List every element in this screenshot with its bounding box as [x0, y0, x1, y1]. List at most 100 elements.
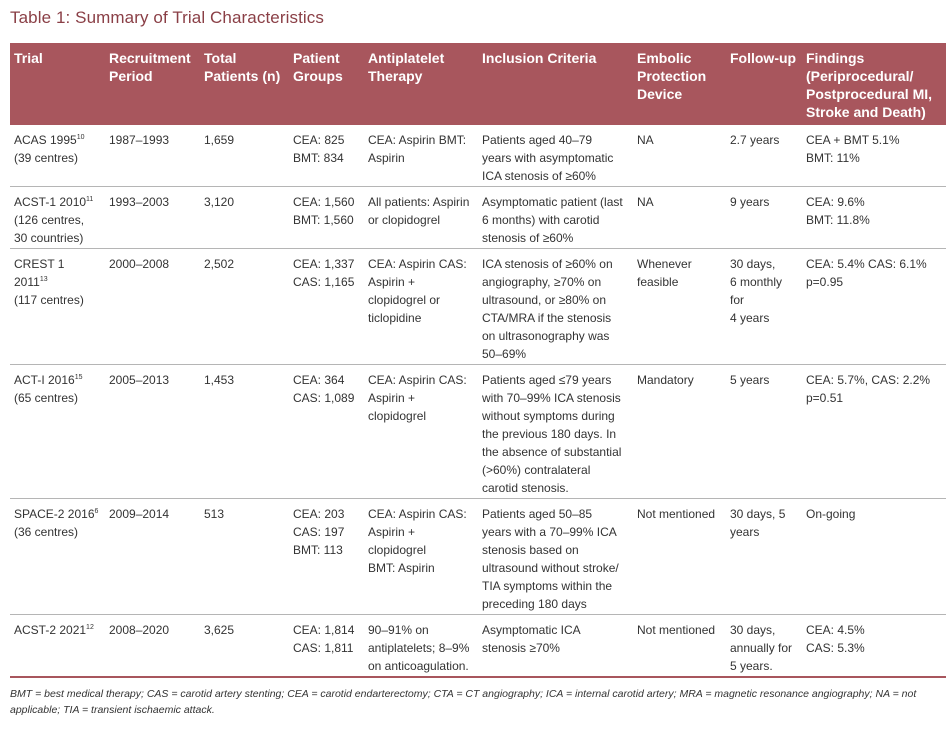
cell-line: CEA: 203	[293, 507, 345, 521]
table-footnote: BMT = best medical therapy; CAS = caroti…	[10, 688, 917, 716]
header-line: Findings	[806, 50, 865, 66]
cell-line: 5 years.	[730, 659, 773, 673]
cell-patient-groups: CEA: 1,337 CAS: 1,165	[289, 248, 364, 365]
cell-patient-groups: CEA: 203 CAS: 197 BMT: 113	[289, 498, 364, 615]
header-line: Patient	[293, 50, 340, 66]
trial-name: ACST-1 2010	[14, 195, 87, 209]
cell-line: 4 years	[730, 311, 770, 325]
cell-embolic-protection-device: NA	[633, 125, 726, 187]
cell-line: CEA: 825	[293, 133, 345, 147]
cell-line: CEA: 1,560	[293, 195, 355, 209]
cell-line: ultrasound, or ≥80% on	[482, 293, 606, 307]
cell-line: All patients: Aspirin	[368, 195, 470, 209]
trial-name-line: SPACE-2 20166	[14, 505, 101, 523]
header-line: Recruitment	[109, 50, 191, 66]
cell-trial: ACST-1 201011 (126 centres, 30 countries)	[10, 186, 105, 249]
cell-follow-up: 5 years	[726, 364, 802, 499]
trial-name: ACST-2 2021	[14, 623, 87, 637]
cell-line: CEA: Aspirin BMT:	[368, 133, 467, 147]
trial-centres: (65 centres)	[14, 391, 79, 405]
cell-line: 9 years	[730, 195, 770, 209]
cell-line: CAS: 1,165	[293, 275, 355, 289]
cell-line: antiplatelets; 8–9%	[368, 641, 470, 655]
cell-line: BMT: 834	[293, 151, 344, 165]
table-header-row: Trial Recruitment Period Total Patients (n) P…	[10, 43, 946, 125]
table-body: ACAS 199510 (39 centres) 1987–1993 1,659 CEA…	[10, 125, 946, 678]
trial-name-line: ACST-2 202112	[14, 621, 101, 639]
cell-embolic-protection-device: Not mentioned	[633, 614, 726, 678]
trial-name-line: ACST-1 201011	[14, 193, 101, 211]
cell-line: CEA: 5.4% CAS: 6.1%	[806, 257, 927, 271]
header-antiplatelet-therapy: Antiplatelet Therapy	[364, 43, 478, 125]
cell-line: or clopidogrel	[368, 213, 441, 227]
cell-findings: CEA: 5.7%, CAS: 2.2% p=0.51	[802, 364, 946, 499]
cell-line: 90–91% on	[368, 623, 429, 637]
cell-recruitment-period: 2000–2008	[105, 248, 200, 365]
header-line: Groups	[293, 68, 343, 84]
cell-trial: ACAS 199510 (39 centres)	[10, 125, 105, 187]
header-line: Embolic	[637, 50, 692, 66]
cell-inclusion-criteria: Asymptomatic patient (last 6 months) with…	[478, 186, 633, 249]
cell-line: on anticoagulation.	[368, 659, 469, 673]
cell-line: Patients aged 50–85	[482, 507, 593, 521]
table-row: ACT-I 201615 (65 centres) 2005–2013 1,453 CE…	[10, 364, 946, 499]
cell-embolic-protection-device: NA	[633, 186, 726, 249]
header-patient-groups: Patient Groups	[289, 43, 364, 125]
cell-line: angiography, ≥70% on	[482, 275, 602, 289]
trial-name: ACT-I 2016	[14, 373, 75, 387]
cell-line: p=0.51	[806, 391, 844, 405]
header-line: (Periprocedural/	[806, 68, 914, 84]
cell-antiplatelet-therapy: CEA: Aspirin CAS: Aspirin + clopidogrel	[364, 364, 478, 499]
cell-line: CAS: 197	[293, 525, 345, 539]
cell-recruitment-period: 1987–1993	[105, 125, 200, 187]
cell-trial: ACST-2 202112	[10, 614, 105, 678]
cell-total-patients: 513	[200, 498, 289, 615]
cell-line: CEA: 1,337	[293, 257, 355, 271]
header-line: Therapy	[368, 68, 423, 84]
cell-line: BMT: 11%	[806, 151, 860, 165]
trial-centres: (36 centres)	[14, 525, 79, 539]
table-row: ACAS 199510 (39 centres) 1987–1993 1,659 CEA…	[10, 125, 946, 187]
trial-characteristics-table: Trial Recruitment Period Total Patients (n) P…	[10, 43, 946, 678]
cell-line: 6 monthly for	[730, 275, 783, 307]
cell-follow-up: 30 days, 6 monthly for 4 years	[726, 248, 802, 365]
cell-line: Patients aged ≤79 years	[482, 373, 612, 387]
cell-line: feasible	[637, 275, 679, 289]
cell-patient-groups: CEA: 1,560 BMT: 1,560	[289, 186, 364, 249]
cell-line: CAS: 1,089	[293, 391, 355, 405]
header-line: Protection	[637, 68, 707, 84]
cell-line: CAS: 5.3%	[806, 641, 865, 655]
header-line: Device	[637, 86, 683, 102]
header-line: Postprocedural MI,	[806, 86, 933, 102]
cell-line: 30 days,	[730, 257, 776, 271]
cell-findings: On-going	[802, 498, 946, 615]
header-findings: Findings (Periprocedural/Postprocedural M…	[802, 43, 946, 125]
cell-line: preceding 180 days	[482, 597, 587, 611]
cell-line: 2.7 years	[730, 133, 780, 147]
cell-line: the absence of substantial	[482, 445, 622, 459]
cell-line: BMT: Aspirin	[368, 561, 435, 575]
cell-recruitment-period: 2005–2013	[105, 364, 200, 499]
table-row: ACST-1 201011 (126 centres, 30 countries) 1…	[10, 186, 946, 249]
header-follow-up: Follow-up	[726, 43, 802, 125]
cell-line: Mandatory	[637, 373, 694, 387]
cell-line: 6 months) with carotid	[482, 213, 600, 227]
cell-line: CEA: 364	[293, 373, 345, 387]
cell-line: CEA: 1,814	[293, 623, 355, 637]
cell-line: Aspirin +	[368, 275, 416, 289]
cell-line: CEA: 5.7%, CAS: 2.2%	[806, 373, 931, 387]
cell-line: Patients aged 40–79	[482, 133, 593, 147]
cell-line: Whenever	[637, 257, 692, 271]
cell-embolic-protection-device: Not mentioned	[633, 498, 726, 615]
cell-findings: CEA: 5.4% CAS: 6.1% p=0.95	[802, 248, 946, 365]
cell-recruitment-period: 1993–2003	[105, 186, 200, 249]
trial-name-line: CREST 1 201113	[14, 255, 101, 291]
cell-line: CAS: 1,811	[293, 641, 354, 655]
trial-name-line: ACT-I 201615	[14, 371, 101, 389]
header-line: Patients (n)	[204, 68, 281, 84]
table-row: ACST-2 202112 2008–2020 3,625 CEA: 1,814 CAS…	[10, 614, 946, 678]
cell-line: Not mentioned	[637, 623, 716, 637]
cell-follow-up: 30 days, annually for 5 years.	[726, 614, 802, 678]
cell-line: clopidogrel	[368, 543, 427, 557]
cell-line: 30 days, 5	[730, 507, 786, 521]
